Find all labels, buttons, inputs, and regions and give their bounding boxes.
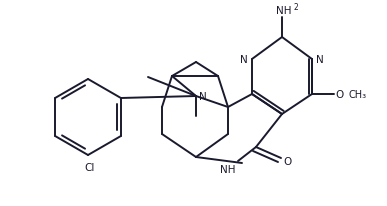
Text: O: O (284, 156, 292, 166)
Text: Cl: Cl (85, 162, 95, 172)
Text: N: N (240, 55, 248, 65)
Text: 2: 2 (294, 4, 298, 12)
Text: NH: NH (276, 6, 292, 16)
Text: CH₃: CH₃ (349, 90, 367, 99)
Text: O: O (336, 90, 344, 99)
Text: N: N (199, 91, 207, 102)
Text: NH: NH (220, 164, 236, 174)
Text: N: N (316, 55, 324, 65)
